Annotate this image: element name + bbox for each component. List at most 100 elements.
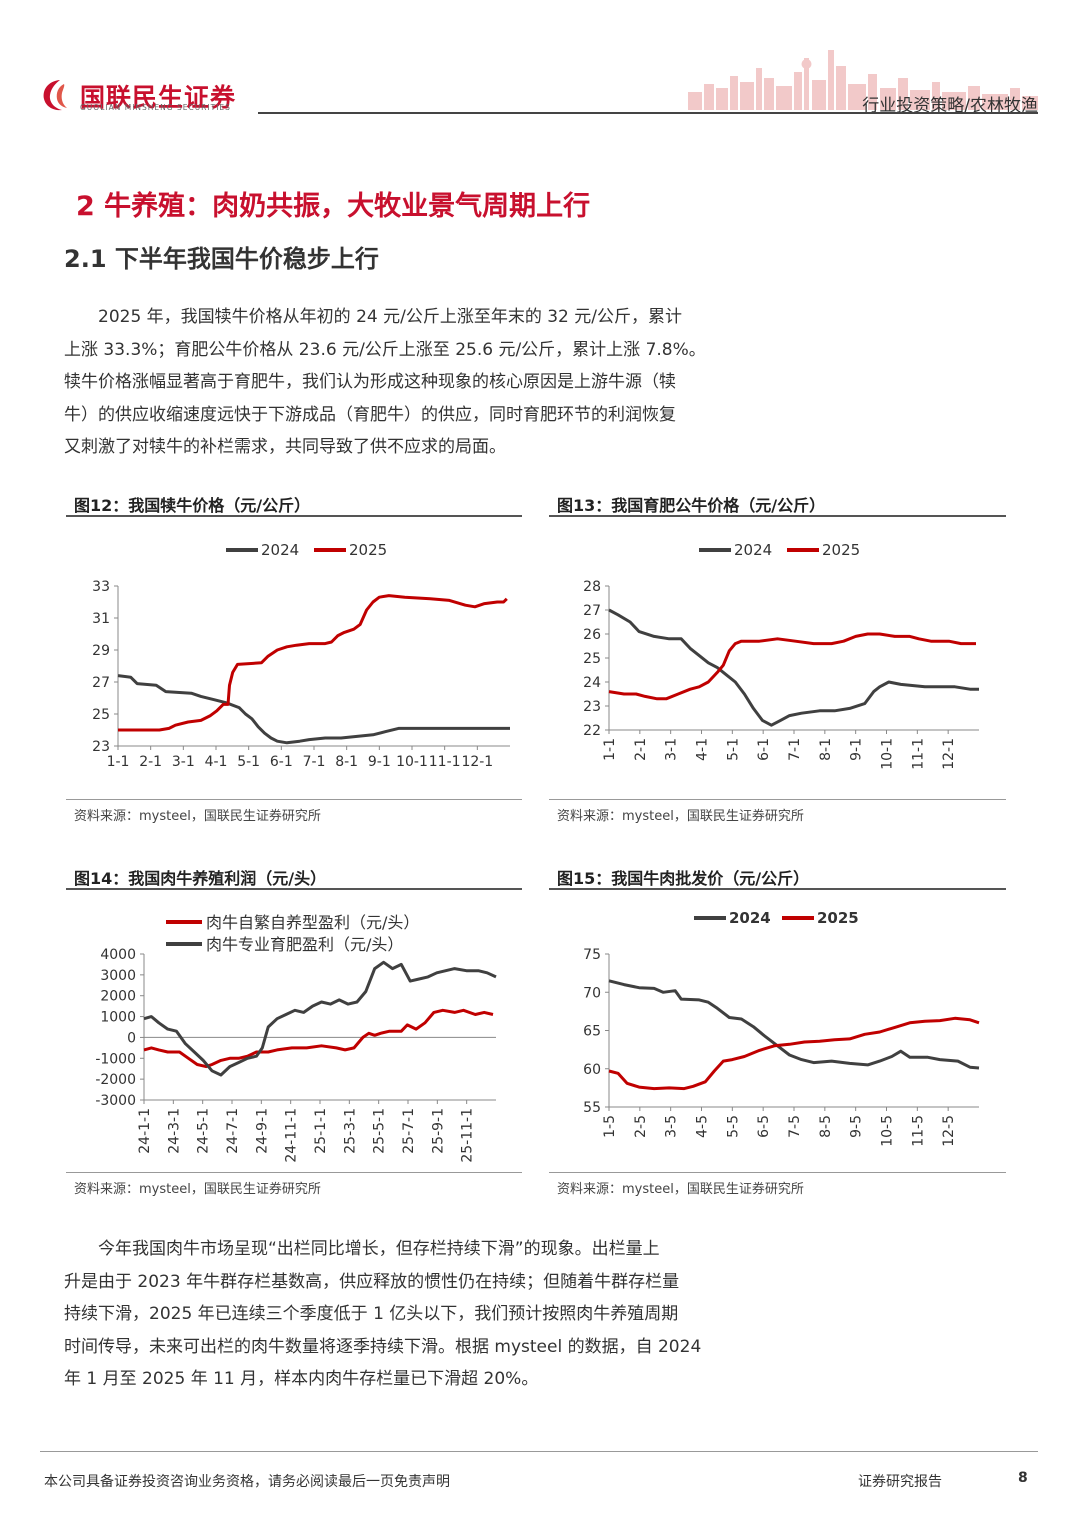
x-tick-label: 2-5: [633, 1115, 649, 1138]
x-tick-label: 25-3-1: [342, 1108, 358, 1154]
figure-15-bottom-rule: [549, 1172, 1006, 1173]
y-tick-label: 60: [583, 1062, 601, 1078]
x-tick-label: 25-7-1: [401, 1108, 417, 1154]
x-tick-label: 6-1: [270, 754, 293, 770]
y-tick-label: 31: [92, 611, 110, 627]
figure-15-source: 资料来源：mysteel，国联民生证券研究所: [557, 1182, 804, 1197]
series-line-2025: [118, 594, 508, 732]
y-tick-label: 23: [92, 739, 110, 755]
logo-chinese-name: 国联民生证券: [80, 83, 237, 112]
report-category: 行业投资策略/农林牧渔: [862, 96, 1038, 116]
figure-13-rule: [549, 515, 1006, 517]
paragraph-line: 上涨 33.3%；育肥公牛价格从 23.6 元/公斤上涨至 25.6 元/公斤，…: [64, 339, 706, 360]
x-tick-label: 6-1: [756, 738, 772, 761]
x-tick-label: 9-1: [849, 738, 865, 761]
y-tick-label: -2000: [95, 1072, 136, 1088]
y-tick-label: 65: [583, 1024, 601, 1040]
y-tick-label: 55: [583, 1100, 601, 1116]
x-tick-label: 9-1: [368, 754, 391, 770]
y-tick-label: 3000: [100, 968, 136, 984]
x-tick-label: 8-1: [335, 754, 358, 770]
x-tick-label: 12-1: [941, 738, 957, 770]
figure-12-title: 图12：我国犊牛价格（元/公斤）: [74, 496, 311, 515]
figure-14-rule: [66, 888, 522, 890]
paragraph-line: 今年我国肉牛市场呈现“出栏同比增长，但存栏持续下滑”的现象。出栏量上: [98, 1239, 660, 1259]
x-tick-label: 24-7-1: [225, 1108, 241, 1154]
legend-label: 2024: [734, 541, 772, 559]
city-skyline-icon: [688, 50, 1038, 110]
x-tick-label: 1-1: [602, 738, 618, 761]
series-line-2024: [608, 608, 979, 727]
paragraph-2: 今年我国肉牛市场呈现“出栏同比增长，但存栏持续下滑”的现象。出栏量上 升是由于 …: [64, 1233, 712, 1396]
footer-report-type: 证券研究报告: [858, 1474, 942, 1490]
y-tick-label: 4000: [100, 947, 136, 963]
footer-disclaimer: 本公司具备证券投资咨询业务资格，请务必阅读最后一页免责声明: [44, 1474, 450, 1490]
figure-12-bottom-rule: [66, 799, 522, 800]
x-tick-label: 5-1: [237, 754, 260, 770]
legend-label: 2025: [817, 909, 859, 927]
paragraph-line: 2025 年，我国犊牛价格从年初的 24 元/公斤上涨至年末的 32 元/公斤，…: [98, 307, 683, 327]
paragraph-line: 年 1 月至 2025 年 11 月，样本内肉牛存栏量已下滑超 20%。: [64, 1369, 539, 1389]
x-tick-label: 25-5-1: [372, 1108, 388, 1154]
x-tick-label: 25-1-1: [313, 1108, 329, 1154]
x-tick-label: 24-3-1: [166, 1108, 182, 1154]
x-tick-label: 12-5: [941, 1115, 957, 1147]
x-tick-label: 4-1: [205, 754, 228, 770]
x-tick-label: 3-1: [172, 754, 195, 770]
x-tick-label: 24-5-1: [196, 1108, 212, 1154]
figure-12-source: 资料来源：mysteel，国联民生证券研究所: [74, 809, 321, 824]
x-tick-label: 5-5: [725, 1115, 741, 1138]
x-tick-label: 8-1: [818, 738, 834, 761]
y-tick-label: 26: [583, 627, 601, 643]
y-tick-label: -1000: [95, 1051, 136, 1067]
paragraph-1: 2025 年，我国犊牛价格从年初的 24 元/公斤上涨至年末的 32 元/公斤，…: [64, 301, 712, 464]
y-tick-label: 29: [92, 643, 110, 659]
x-tick-label: 11-1: [429, 754, 461, 770]
x-tick-label: 3-5: [664, 1115, 680, 1138]
y-tick-label: 0: [127, 1030, 136, 1046]
x-tick-label: 10-5: [880, 1115, 896, 1147]
legend-label: 2024: [261, 541, 299, 559]
figure-13-chart: 22 23 24 25 26 27 28 1-1 2-1 3-1 4-1 5-1 6-1 7-1 8-1 9-…: [583, 541, 979, 770]
legend-label: 2025: [822, 541, 860, 559]
x-tick-label: 12-1: [461, 754, 493, 770]
figure-15-title: 图15：我国牛肉批发价（元/公斤）: [557, 869, 810, 888]
y-tick-label: 2000: [100, 989, 136, 1005]
figure-14-bottom-rule: [66, 1172, 522, 1173]
figure-15-rule: [549, 888, 1006, 890]
x-tick-label: 1-5: [602, 1115, 618, 1138]
figure-13-source: 资料来源：mysteel，国联民生证券研究所: [557, 809, 804, 824]
series-line-2025: [608, 632, 976, 701]
series-line-2024: [608, 979, 980, 1070]
series-line-肉牛专业育肥盈利（元/头）: [143, 960, 497, 1077]
x-tick-label: 8-5: [818, 1115, 834, 1138]
figure-14-source: 资料来源：mysteel，国联民生证券研究所: [74, 1182, 321, 1197]
section-heading: 2 牛养殖：肉奶共振，大牧业景气周期上行: [76, 191, 591, 222]
header-divider: [258, 112, 1038, 114]
series-line-肉牛自繁自养型盈利（元/头）: [143, 1008, 494, 1069]
paragraph-line: 时间传导，未来可出栏的肉牛数量将逐季持续下滑。根据 mysteel 的数据，自 …: [64, 1336, 702, 1357]
x-tick-label: 24-1-1: [137, 1108, 153, 1154]
x-tick-label: 3-1: [664, 738, 680, 761]
x-tick-label: 2-1: [139, 754, 162, 770]
figure-15-chart: 55 60 65 70 75 1-5 2-5 3-5 4-5 5-5 6-5 7-5 8-5 9-5 10-…: [583, 909, 980, 1147]
y-tick-label: 25: [583, 651, 601, 667]
y-tick-label: -3000: [95, 1093, 136, 1109]
company-logo-icon: [43, 80, 67, 111]
series-line-2024: [117, 674, 510, 745]
x-tick-label: 24-9-1: [254, 1108, 270, 1154]
y-tick-label: 27: [583, 603, 601, 619]
y-tick-label: 24: [583, 675, 601, 691]
y-tick-label: 22: [583, 723, 601, 739]
y-tick-label: 33: [92, 579, 110, 595]
legend-label: 肉牛自繁自养型盈利（元/头）: [206, 913, 419, 932]
x-tick-label: 11-1: [910, 738, 926, 770]
x-tick-label: 7-1: [303, 754, 326, 770]
x-tick-label: 10-1: [396, 754, 428, 770]
paragraph-line: 犊牛价格涨幅显著高于育肥牛，我们认为形成这种现象的核心原因是上游牛源（犊: [64, 372, 676, 392]
y-tick-label: 28: [583, 579, 601, 595]
figure-13-title: 图13：我国育肥公牛价格（元/公斤）: [557, 496, 826, 515]
paragraph-line: 又刺激了对犊牛的补栏需求，共同导致了供不应求的局面。: [64, 437, 506, 457]
series-line-2025: [608, 1016, 980, 1091]
y-tick-label: 1000: [100, 1010, 136, 1026]
